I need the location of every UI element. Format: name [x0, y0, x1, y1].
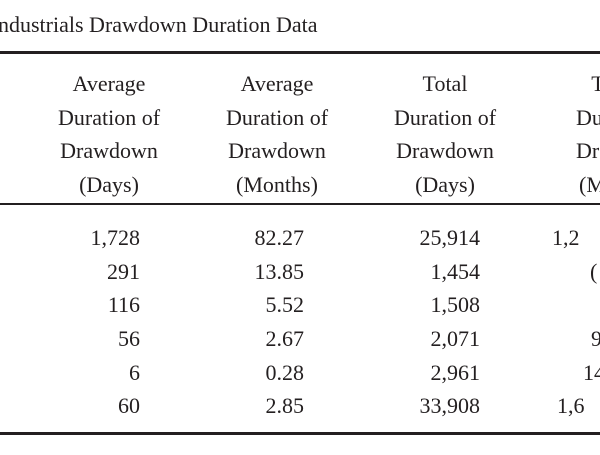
table-cell: 0.28 — [265, 360, 305, 385]
table-cell: 6 — [129, 360, 140, 385]
header-line: (Mo — [579, 171, 600, 197]
top-rule — [0, 51, 600, 54]
column-header-avg-days: Average Duration of Drawdown (Days) — [34, 67, 184, 201]
table-cell: ( — [590, 259, 598, 284]
header-line: Average — [240, 71, 314, 96]
table-title: ndustrials Drawdown Duration Data — [0, 12, 318, 37]
table-cell: 33,908 — [419, 393, 481, 418]
table-cell: 2.67 — [265, 326, 305, 351]
header-line: T — [591, 71, 600, 96]
column-header-avg-months: Average Duration of Drawdown (Months) — [202, 67, 352, 201]
header-line: Duration of — [393, 104, 497, 130]
header-line: Drawdown — [228, 138, 326, 163]
table-cell: 1,2 — [552, 225, 580, 250]
header-line: (Days) — [79, 171, 139, 197]
table-cell: 2.85 — [265, 393, 305, 418]
header-line: Average — [72, 71, 146, 96]
table-cell: 2,071 — [430, 326, 481, 351]
header-line: Dura — [576, 104, 600, 130]
table-cell: 1,454 — [430, 259, 481, 284]
table-cell: 56 — [118, 326, 140, 351]
header-line: Duration of — [57, 104, 161, 130]
header-line: Drawdown — [60, 138, 158, 163]
table-cell: 1,6 — [557, 393, 585, 418]
column-header-total-days: Total Duration of Drawdown (Days) — [370, 67, 520, 201]
table-cell: 291 — [107, 259, 140, 284]
column-header-total-months: T Dura Drav (Mo — [528, 67, 600, 201]
bottom-rule — [0, 432, 600, 435]
header-line: (Days) — [415, 171, 475, 197]
table-cell: 60 — [118, 393, 140, 418]
header-rule — [0, 203, 600, 205]
table-cell: 25,914 — [419, 225, 481, 250]
header-line: Duration of — [225, 104, 329, 130]
table-cell: 14 — [583, 360, 600, 385]
table-cell: 82.27 — [254, 225, 305, 250]
header-line: Drav — [576, 138, 600, 163]
table-cell: 1,728 — [90, 225, 141, 250]
table-cell: 116 — [107, 292, 140, 317]
table-cell: 13.85 — [254, 259, 305, 284]
header-line: (Months) — [236, 171, 318, 197]
table-cell: 5.52 — [265, 292, 305, 317]
table-cell: 9 — [591, 326, 600, 351]
header-line: Total — [422, 71, 468, 96]
table-cell: 2,961 — [430, 360, 481, 385]
table-cell: 1,508 — [430, 292, 481, 317]
header-line: Drawdown — [396, 138, 494, 163]
